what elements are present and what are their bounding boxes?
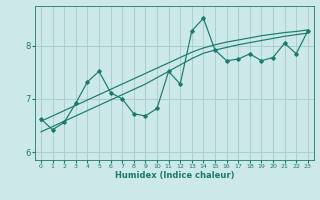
X-axis label: Humidex (Indice chaleur): Humidex (Indice chaleur): [115, 171, 234, 180]
